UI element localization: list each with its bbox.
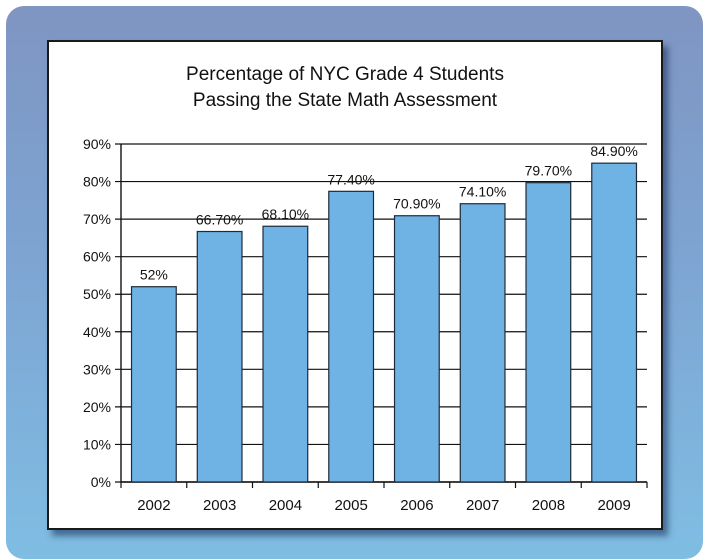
- chart-title-line-2: Passing the State Math Assessment: [193, 90, 498, 111]
- plot-area: 0% 10% 20% 30% 40% 50% 60% 70% 80% 90% 52% 2002 66.7…: [83, 136, 648, 514]
- x-tick-label-2007: 2007: [466, 497, 499, 514]
- data-label-2009: 84.90%: [590, 143, 637, 159]
- bar-2003: [196, 230, 243, 483]
- bar-2007: [459, 203, 506, 483]
- data-label-2002: 52%: [140, 267, 168, 283]
- data-label-2004: 68.10%: [262, 206, 309, 222]
- data-label-2006: 70.90%: [393, 196, 440, 212]
- y-tick-label: 40%: [83, 324, 111, 340]
- y-tick-label: 0%: [91, 474, 111, 490]
- bar-chart: Percentage of NYC Grade 4 Students Passi…: [83, 64, 648, 514]
- y-tick-label: 70%: [83, 211, 111, 227]
- chart-title-line-1: Percentage of NYC Grade 4 Students: [186, 64, 504, 85]
- bar-2002: [130, 286, 177, 483]
- y-tick-label: 90%: [83, 136, 111, 152]
- bar-2009: [591, 162, 638, 483]
- x-tick-label-2008: 2008: [532, 497, 565, 514]
- x-tick-label-2002: 2002: [137, 497, 170, 514]
- x-tick-label-2003: 2003: [203, 497, 236, 514]
- bar-2004: [262, 225, 309, 483]
- x-tick-label-2005: 2005: [334, 497, 367, 514]
- bar-2006: [393, 215, 440, 483]
- bar-2005: [328, 190, 375, 483]
- y-tick-label: 30%: [83, 361, 111, 377]
- data-label-2007: 74.10%: [459, 184, 506, 200]
- data-label-2003: 66.70%: [196, 212, 243, 228]
- y-tick-label: 20%: [83, 399, 111, 415]
- x-tick-label-2006: 2006: [400, 497, 433, 514]
- data-label-2008: 79.70%: [525, 163, 572, 179]
- y-tick-label: 10%: [83, 436, 111, 452]
- bar-2008: [525, 182, 572, 483]
- y-tick-label: 50%: [83, 286, 111, 302]
- data-label-2005: 77.40%: [327, 171, 374, 187]
- y-tick-label: 60%: [83, 249, 111, 265]
- y-tick-label: 80%: [83, 174, 111, 190]
- chart-card: Percentage of NYC Grade 4 Students Passi…: [47, 40, 663, 530]
- x-tick-label-2004: 2004: [269, 497, 302, 514]
- x-tick-label-2009: 2009: [597, 497, 630, 514]
